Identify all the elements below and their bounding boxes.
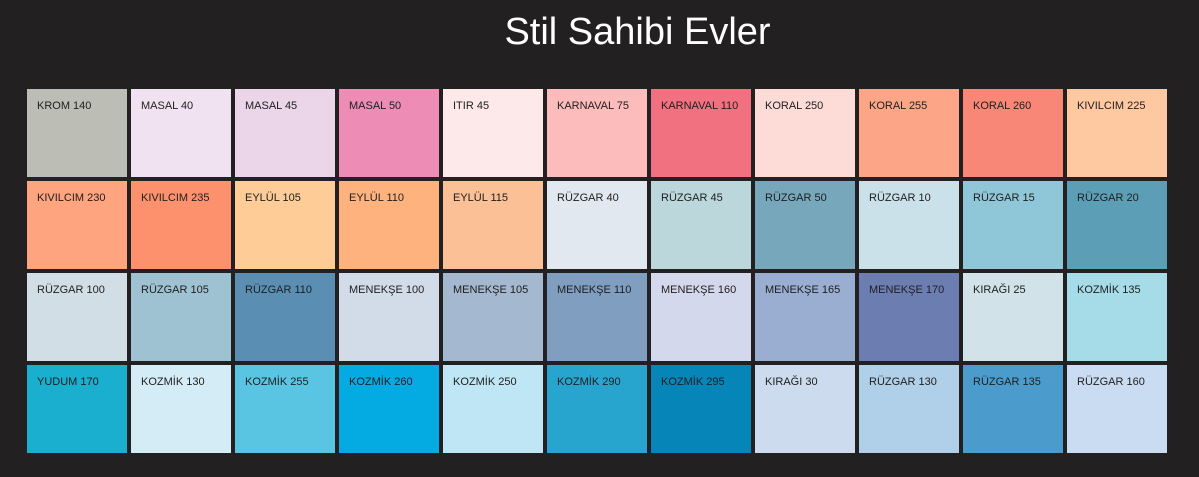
swatch-label: KIVILCIM 225 xyxy=(1077,100,1146,112)
color-swatch[interactable]: KOZMİK 130 xyxy=(131,365,231,453)
swatch-label: YUDUM 170 xyxy=(37,376,99,388)
color-swatch[interactable]: RÜZGAR 130 xyxy=(859,365,959,453)
color-swatch[interactable]: RÜZGAR 160 xyxy=(1067,365,1167,453)
color-swatch[interactable]: MENEKŞE 160 xyxy=(651,273,751,361)
swatch-label: EYLÜL 105 xyxy=(245,192,301,204)
color-swatch[interactable]: KIVILCIM 235 xyxy=(131,181,231,269)
color-swatch[interactable]: KIVILCIM 225 xyxy=(1067,89,1167,177)
swatch-label: KORAL 250 xyxy=(765,100,824,112)
swatch-label: EYLÜL 115 xyxy=(453,192,509,204)
color-swatch[interactable]: RÜZGAR 105 xyxy=(131,273,231,361)
color-swatch[interactable]: RÜZGAR 45 xyxy=(651,181,751,269)
color-swatch[interactable]: KOZMİK 260 xyxy=(339,365,439,453)
color-swatch[interactable]: MENEKŞE 170 xyxy=(859,273,959,361)
color-swatch[interactable]: KORAL 255 xyxy=(859,89,959,177)
color-swatch[interactable]: RÜZGAR 10 xyxy=(859,181,959,269)
swatch-label: RÜZGAR 105 xyxy=(141,284,209,296)
color-swatch[interactable]: RÜZGAR 135 xyxy=(963,365,1063,453)
color-swatch[interactable]: MENEKŞE 105 xyxy=(443,273,543,361)
swatch-label: KROM 140 xyxy=(37,100,92,112)
color-swatch[interactable]: KOZMİK 250 xyxy=(443,365,543,453)
color-swatch[interactable]: MENEKŞE 110 xyxy=(547,273,647,361)
swatch-label: KARNAVAL 75 xyxy=(557,100,629,112)
color-swatch-grid: KROM 140 MASAL 40 MASAL 45 MASAL 50 ITIR 45 K… xyxy=(27,89,1167,453)
color-swatch[interactable]: ITIR 45 xyxy=(443,89,543,177)
color-swatch[interactable]: MASAL 50 xyxy=(339,89,439,177)
swatch-label: MENEKŞE 160 xyxy=(661,284,737,296)
color-swatch[interactable]: KARNAVAL 110 xyxy=(651,89,751,177)
swatch-label: KORAL 255 xyxy=(869,100,928,112)
swatch-label: RÜZGAR 45 xyxy=(661,192,723,204)
color-swatch[interactable]: KOZMİK 290 xyxy=(547,365,647,453)
swatch-label: MENEKŞE 105 xyxy=(453,284,529,296)
color-swatch[interactable]: RÜZGAR 40 xyxy=(547,181,647,269)
swatch-label: KOZMİK 260 xyxy=(349,376,413,388)
swatch-label: RÜZGAR 40 xyxy=(557,192,619,204)
swatch-label: ITIR 45 xyxy=(453,100,490,112)
color-swatch[interactable]: YUDUM 170 xyxy=(27,365,127,453)
swatch-label: KOZMİK 295 xyxy=(661,376,725,388)
swatch-label: MENEKŞE 165 xyxy=(765,284,841,296)
swatch-label: RÜZGAR 130 xyxy=(869,376,937,388)
swatch-label: MASAL 45 xyxy=(245,100,298,112)
swatch-label: KIRAĞI 30 xyxy=(765,376,818,388)
swatch-label: RÜZGAR 100 xyxy=(37,284,105,296)
color-swatch[interactable]: KARNAVAL 75 xyxy=(547,89,647,177)
page-title: Stil Sahibi Evler xyxy=(504,11,771,53)
color-swatch[interactable]: EYLÜL 115 xyxy=(443,181,543,269)
color-swatch[interactable]: MASAL 45 xyxy=(235,89,335,177)
color-swatch[interactable]: RÜZGAR 15 xyxy=(963,181,1063,269)
swatch-label: RÜZGAR 10 xyxy=(869,192,931,204)
color-swatch[interactable]: KOZMİK 135 xyxy=(1067,273,1167,361)
swatch-label: MENEKŞE 100 xyxy=(349,284,425,296)
color-swatch[interactable]: RÜZGAR 50 xyxy=(755,181,855,269)
color-swatch[interactable]: KOZMİK 255 xyxy=(235,365,335,453)
color-swatch[interactable]: KIRAĞI 30 xyxy=(755,365,855,453)
swatch-label: RÜZGAR 135 xyxy=(973,376,1041,388)
swatch-label: RÜZGAR 50 xyxy=(765,192,827,204)
swatch-label: KIRAĞI 25 xyxy=(973,284,1026,296)
swatch-label: RÜZGAR 110 xyxy=(245,284,313,296)
color-swatch[interactable]: EYLÜL 105 xyxy=(235,181,335,269)
color-swatch[interactable]: RÜZGAR 110 xyxy=(235,273,335,361)
swatch-label: EYLÜL 110 xyxy=(349,192,405,204)
color-swatch[interactable]: MENEKŞE 165 xyxy=(755,273,855,361)
color-swatch[interactable]: EYLÜL 110 xyxy=(339,181,439,269)
color-swatch[interactable]: KORAL 260 xyxy=(963,89,1063,177)
color-swatch[interactable]: KOZMİK 295 xyxy=(651,365,751,453)
swatch-label: KOZMİK 135 xyxy=(1077,284,1141,296)
color-swatch[interactable]: RÜZGAR 100 xyxy=(27,273,127,361)
swatch-label: RÜZGAR 160 xyxy=(1077,376,1145,388)
color-swatch[interactable]: KIVILCIM 230 xyxy=(27,181,127,269)
swatch-label: MENEKŞE 170 xyxy=(869,284,945,296)
color-swatch[interactable]: MENEKŞE 100 xyxy=(339,273,439,361)
swatch-label: MASAL 40 xyxy=(141,100,194,112)
swatch-label: KIVILCIM 235 xyxy=(141,192,210,204)
swatch-label: RÜZGAR 20 xyxy=(1077,192,1139,204)
swatch-label: KOZMİK 290 xyxy=(557,376,621,388)
swatch-label: MENEKŞE 110 xyxy=(557,284,632,296)
swatch-label: KOZMİK 250 xyxy=(453,376,517,388)
color-swatch[interactable]: KORAL 250 xyxy=(755,89,855,177)
color-swatch[interactable]: KROM 140 xyxy=(27,89,127,177)
swatch-label: KOZMİK 255 xyxy=(245,376,309,388)
swatch-label: KORAL 260 xyxy=(973,100,1032,112)
swatch-label: KARNAVAL 110 xyxy=(661,100,739,112)
swatch-label: RÜZGAR 15 xyxy=(973,192,1035,204)
color-swatch[interactable]: KIRAĞI 25 xyxy=(963,273,1063,361)
swatch-label: KOZMİK 130 xyxy=(141,376,205,388)
swatch-label: KIVILCIM 230 xyxy=(37,192,106,204)
color-swatch[interactable]: MASAL 40 xyxy=(131,89,231,177)
swatch-label: MASAL 50 xyxy=(349,100,402,112)
color-swatch[interactable]: RÜZGAR 20 xyxy=(1067,181,1167,269)
